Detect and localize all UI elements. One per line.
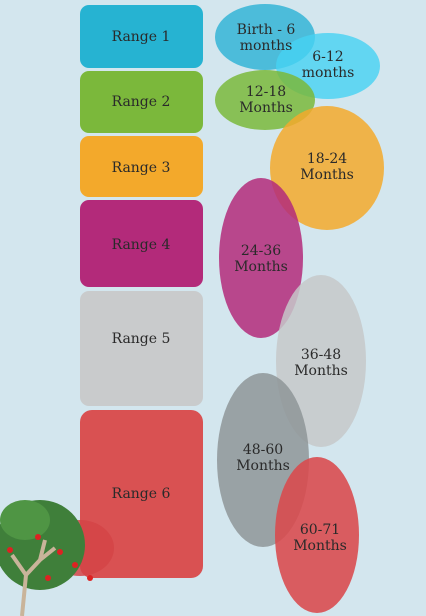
bubble-label: 12-18 — [246, 84, 286, 100]
bubble-label: Birth - 6 — [237, 22, 296, 38]
diagram: Range 1 Range 2 Range 3 Range 4 Range 5 … — [0, 0, 426, 616]
bubble-label: months — [240, 38, 293, 54]
bubble-label: Months — [294, 363, 348, 379]
range-label: Range 6 — [112, 486, 171, 502]
range-label: Range 5 — [112, 331, 171, 347]
range-label: Range 3 — [112, 160, 171, 176]
bubble-label: Months — [293, 538, 347, 554]
bubble-label: Months — [234, 259, 288, 275]
apple — [72, 562, 78, 568]
bubble-label: Months — [239, 100, 293, 116]
range-label: Range 4 — [112, 237, 171, 253]
page: Range 1 Range 2 Range 3 Range 4 Range 5 … — [0, 0, 426, 616]
bubble-label: 6-12 — [312, 49, 343, 65]
bubble-label: 18-24 — [307, 151, 347, 167]
bubble-label: Months — [300, 167, 354, 183]
range-label: Range 2 — [112, 94, 171, 110]
bubble-label: 24-36 — [241, 243, 281, 259]
apple — [45, 575, 51, 581]
bubble-label: 48-60 — [243, 442, 283, 458]
apple — [35, 534, 41, 540]
apple — [57, 549, 63, 555]
bubble-label: 36-48 — [301, 347, 341, 363]
range-label: Range 1 — [112, 29, 171, 45]
ranges: Range 1 Range 2 Range 3 Range 4 Range 5 … — [80, 5, 203, 578]
bubble-label: 60-71 — [300, 522, 340, 538]
bubble-label: months — [302, 65, 355, 81]
tree-foliage — [0, 500, 50, 540]
apple — [87, 575, 93, 581]
range-box — [80, 291, 203, 406]
apple — [7, 547, 13, 553]
bubble-label: Months — [236, 458, 290, 474]
